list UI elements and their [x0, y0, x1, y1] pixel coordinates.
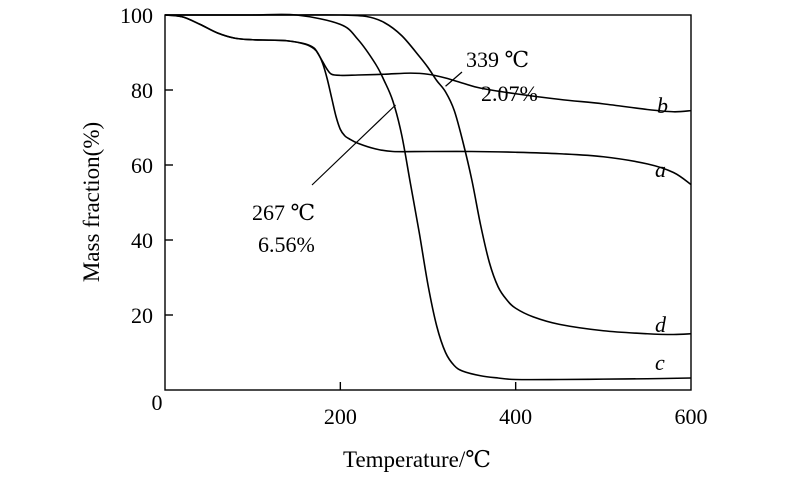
curve-c [165, 13, 692, 381]
y-tick-label-20: 20 [131, 303, 153, 328]
annotation-339-temp: 339 ℃ [466, 47, 529, 72]
series-label-b: b [657, 93, 668, 118]
annotation-267-pct: 6.56% [258, 232, 315, 257]
plot-frame [164, 14, 692, 391]
annotation-339-leader [445, 71, 463, 87]
series-label-a: a [655, 157, 666, 182]
curve-group [164, 13, 692, 381]
x-tick-label-400: 400 [499, 404, 532, 429]
y-tick-label-40: 40 [131, 228, 153, 253]
x-tick-label-0: 0 [152, 390, 163, 415]
series-label-d: d [655, 312, 667, 337]
annotation-267-temp: 267 ℃ [252, 200, 315, 225]
series-label-c: c [655, 350, 665, 375]
x-tick-label-600: 600 [675, 404, 708, 429]
x-tick-label-200: 200 [324, 404, 357, 429]
curve-a [164, 14, 692, 186]
y-axis-title: Mass fraction(%) [79, 122, 104, 282]
curve-b [164, 14, 692, 113]
x-axis-title: Temperature/℃ [343, 447, 491, 472]
y-tick-label-100: 100 [120, 3, 153, 28]
x-axis: 0 200 400 600 [152, 382, 708, 429]
y-tick-label-60: 60 [131, 153, 153, 178]
curve-d [165, 14, 692, 336]
series-label-group: a b cd [655, 93, 668, 375]
annotation-267-leader [311, 104, 396, 186]
y-axis: 20 40 60 80 100 [120, 3, 173, 328]
y-tick-label-80: 80 [131, 78, 153, 103]
annotation-339-pct: 2.07% [481, 81, 538, 106]
